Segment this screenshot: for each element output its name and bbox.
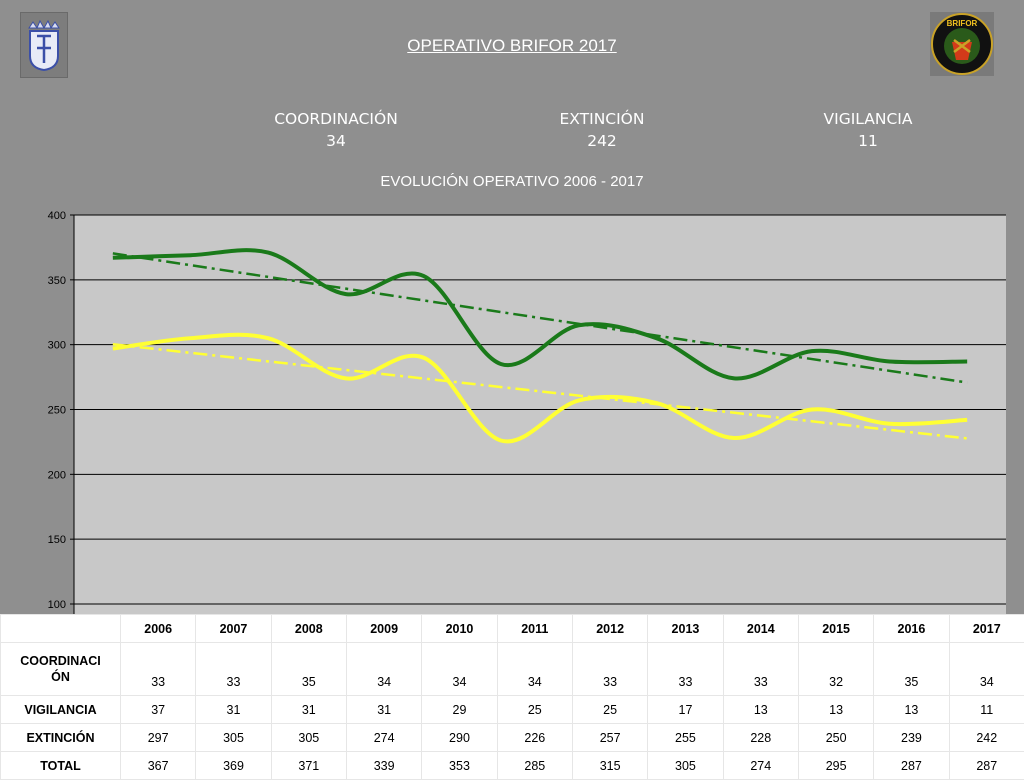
table-cell: 250	[798, 724, 873, 752]
plot-area	[74, 215, 1006, 614]
y-tick-label: 200	[48, 469, 66, 481]
table-cell: 239	[874, 724, 949, 752]
stat-label: EXTINCIÓN	[502, 108, 702, 130]
table-cell: 353	[422, 752, 497, 780]
table-cell: 31	[196, 696, 271, 724]
table-cell: 31	[271, 696, 346, 724]
table-cell: 290	[422, 724, 497, 752]
brifor-logo-text: BRIFOR	[947, 19, 978, 28]
table-cell: 274	[723, 752, 798, 780]
y-axis-ticks: 100 150 200 250 300 350 400	[48, 210, 74, 614]
stat-coordinacion: COORDINACIÓN 34	[236, 108, 436, 152]
stat-label: COORDINACIÓN	[236, 108, 436, 130]
table-cell: 13	[723, 696, 798, 724]
table-cell: 34	[346, 643, 421, 696]
table-cell: 17	[648, 696, 723, 724]
y-tick-label: 100	[48, 599, 66, 611]
table-cell: 34	[949, 643, 1024, 696]
year-header-cell: 2012	[572, 615, 647, 643]
table-cell: 33	[648, 643, 723, 696]
table-cell: 297	[121, 724, 196, 752]
table-cell: 305	[271, 724, 346, 752]
stat-value: 242	[502, 130, 702, 152]
table-cell: 33	[121, 643, 196, 696]
table-cell: 29	[422, 696, 497, 724]
brifor-logo: BRIFOR	[930, 12, 994, 76]
table-cell: 371	[271, 752, 346, 780]
year-header-cell: 2016	[874, 615, 949, 643]
year-header-cell: 2007	[196, 615, 271, 643]
brifor-badge-icon: BRIFOR	[930, 12, 994, 76]
table-cell: 315	[572, 752, 647, 780]
table-cell: 274	[346, 724, 421, 752]
year-header-cell: 2011	[497, 615, 572, 643]
table-cell: 25	[497, 696, 572, 724]
table-cell: 35	[874, 643, 949, 696]
table-cell: 34	[422, 643, 497, 696]
year-header-cell: 2008	[271, 615, 346, 643]
table-cell: 255	[648, 724, 723, 752]
y-tick-label: 350	[48, 275, 66, 287]
table-cell: 11	[949, 696, 1024, 724]
stat-label: VIGILANCIA	[768, 108, 968, 130]
table-cell: 31	[346, 696, 421, 724]
year-header-cell: 2010	[422, 615, 497, 643]
stat-extincion: EXTINCIÓN 242	[502, 108, 702, 152]
chart-title: EVOLUCIÓN OPERATIVO 2006 - 2017	[0, 173, 1024, 190]
row-label-line1: COORDINACI	[20, 654, 101, 668]
table-cell: 25	[572, 696, 647, 724]
page-title: OPERATIVO BRIFOR 2017	[0, 36, 1024, 56]
table-cell: 295	[798, 752, 873, 780]
table-cell: 226	[497, 724, 572, 752]
table-cell: 13	[798, 696, 873, 724]
y-tick-label: 250	[48, 405, 66, 417]
year-header-cell: 2006	[121, 615, 196, 643]
stat-vigilancia: VIGILANCIA 11	[768, 108, 968, 152]
table-corner-cell	[1, 615, 121, 643]
year-header-cell: 2009	[346, 615, 421, 643]
table-cell: 287	[874, 752, 949, 780]
year-header-cell: 2015	[798, 615, 873, 643]
table-cell: 242	[949, 724, 1024, 752]
row-label: COORDINACI ÓN	[1, 643, 121, 696]
table-cell: 367	[121, 752, 196, 780]
y-tick-label: 150	[48, 534, 66, 546]
table-cell: 305	[196, 724, 271, 752]
table-cell: 257	[572, 724, 647, 752]
year-header-cell: 2013	[648, 615, 723, 643]
table-cell: 33	[196, 643, 271, 696]
table-cell: 305	[648, 752, 723, 780]
table-cell: 32	[798, 643, 873, 696]
table-cell: 13	[874, 696, 949, 724]
y-tick-label: 300	[48, 340, 66, 352]
row-label: TOTAL	[1, 752, 121, 780]
table-cell: 34	[497, 643, 572, 696]
year-header-cell: 2017	[949, 615, 1024, 643]
table-cell: 339	[346, 752, 421, 780]
row-label-line2: ÓN	[51, 670, 70, 684]
line-chart: 100 150 200 250 300 350 400	[0, 200, 1024, 614]
table-cell: 287	[949, 752, 1024, 780]
y-tick-label: 400	[48, 210, 66, 222]
table-cell: 37	[121, 696, 196, 724]
table-cell: 285	[497, 752, 572, 780]
table-cell: 33	[723, 643, 798, 696]
row-label: VIGILANCIA	[1, 696, 121, 724]
stat-value: 11	[768, 130, 968, 152]
table-cell: 228	[723, 724, 798, 752]
table-cell: 33	[572, 643, 647, 696]
year-header-cell: 2014	[723, 615, 798, 643]
row-label: EXTINCIÓN	[1, 724, 121, 752]
table-cell: 369	[196, 752, 271, 780]
table-cell: 35	[271, 643, 346, 696]
stat-value: 34	[236, 130, 436, 152]
